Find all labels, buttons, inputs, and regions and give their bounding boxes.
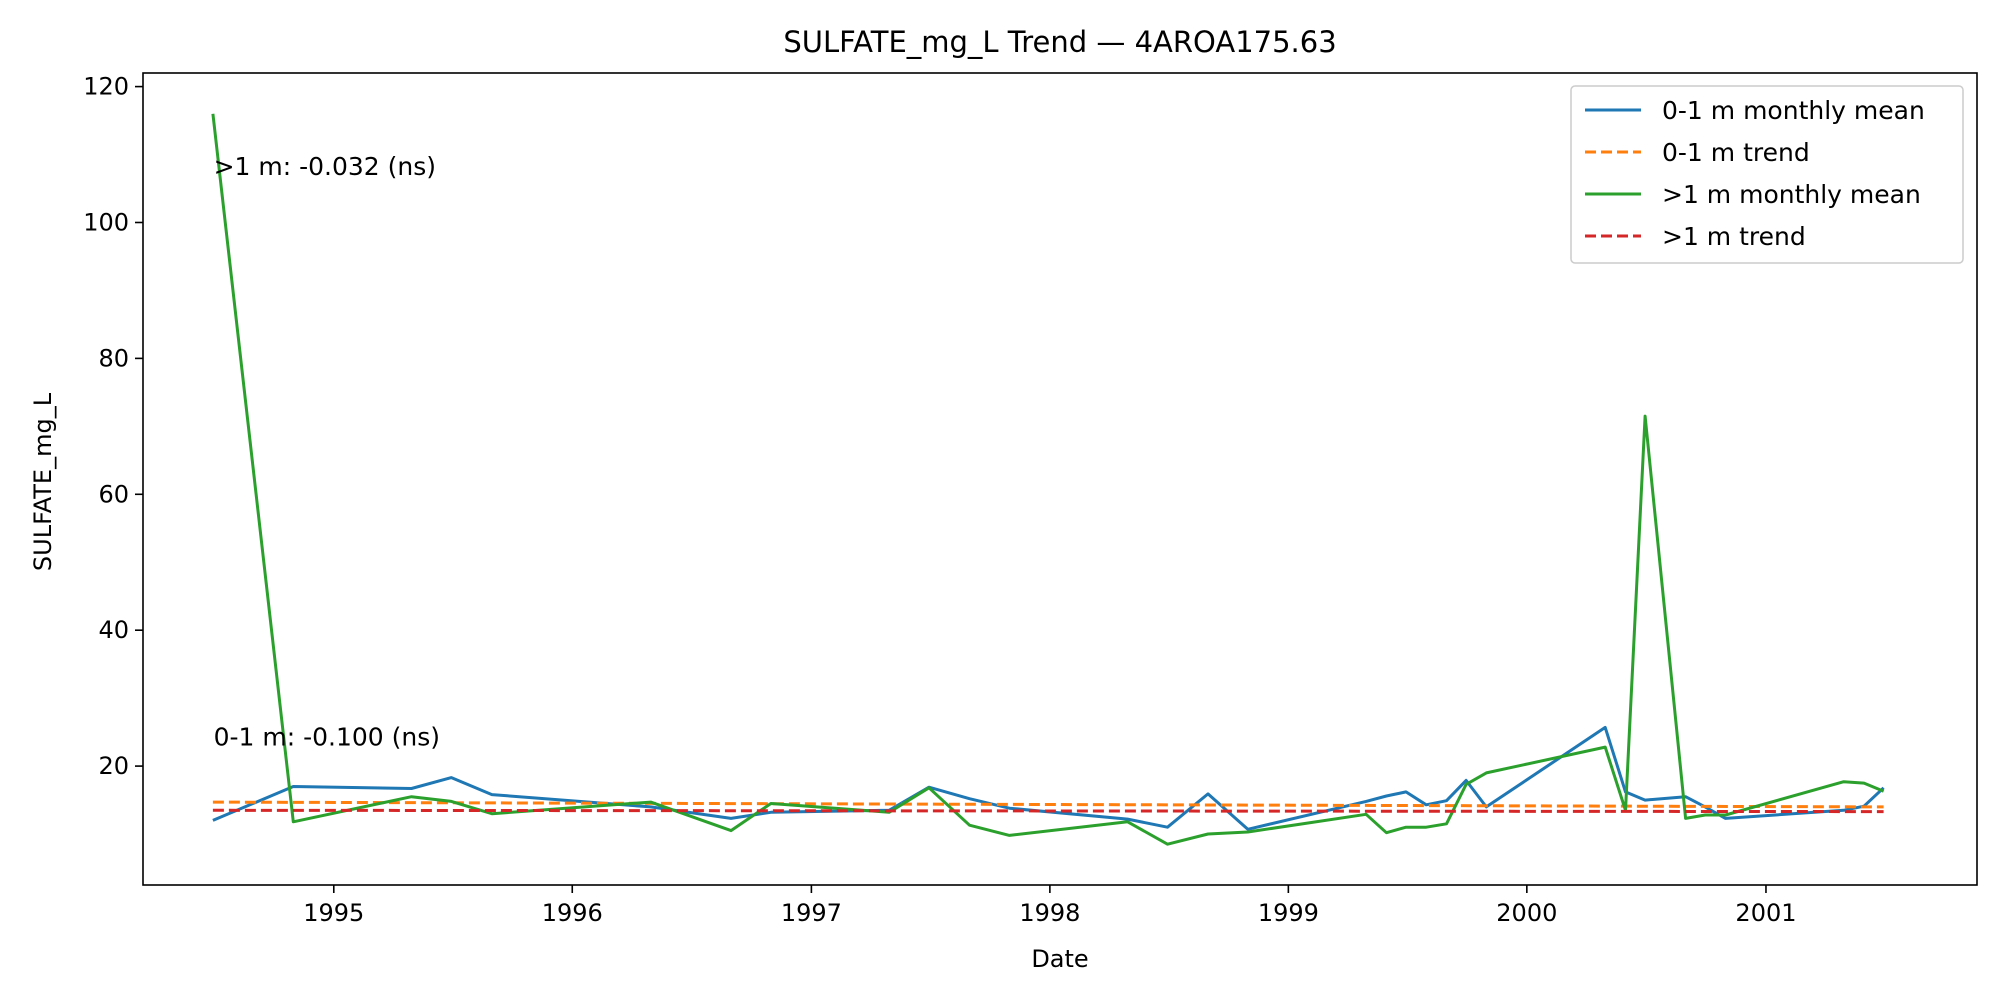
- y-tick-label: 120: [83, 73, 129, 101]
- legend-label: 0-1 m monthly mean: [1662, 96, 1925, 125]
- legend-box: [1570, 85, 1964, 264]
- series-line-0-1-m-monthly-mean: [212, 725, 1885, 831]
- series-line-0-1-m-trend: [212, 800, 1884, 809]
- x-tick-label: 1999: [1258, 899, 1319, 927]
- y-axis-ticks: 20 40 60 80 100 120: [83, 73, 143, 780]
- x-axis-ticks: 1995 1996 1997 1998 1999 2000 2001: [303, 885, 1797, 927]
- y-axis-label: SULFATE_mg_L: [29, 392, 57, 571]
- x-tick-label: 2001: [1735, 899, 1796, 927]
- legend-label: >1 m trend: [1662, 222, 1806, 251]
- x-tick-label: 1997: [781, 899, 842, 927]
- y-tick-label: 100: [83, 208, 129, 236]
- chart-title: SULFATE_mg_L Trend — 4AROA175.63: [783, 25, 1336, 59]
- y-tick-label: 60: [98, 480, 129, 508]
- x-axis-label: Date: [1031, 945, 1088, 973]
- legend-label: >1 m monthly mean: [1662, 180, 1921, 209]
- y-tick-label: 20: [98, 752, 129, 780]
- annotations: >1 m: -0.032 (ns) 0-1 m: -0.100 (ns): [214, 152, 440, 752]
- series-line-1-m-monthly-mean: [211, 113, 1885, 846]
- x-tick-label: 1995: [303, 899, 364, 927]
- series-line-1-m-trend: [212, 808, 1884, 814]
- annotation-text: >1 m: -0.032 (ns): [214, 152, 436, 181]
- legend-label: 0-1 m trend: [1662, 138, 1810, 167]
- axes-frame: [142, 72, 1978, 886]
- x-tick-label: 1996: [542, 899, 603, 927]
- legend: 0-1 m monthly mean 0-1 m trend >1 m monthl…: [1570, 85, 1964, 264]
- x-tick-label: 1998: [1019, 899, 1080, 927]
- x-tick-label: 2000: [1496, 899, 1557, 927]
- annotation-text: 0-1 m: -0.100 (ns): [214, 723, 440, 752]
- plot-area: [211, 113, 1885, 846]
- y-tick-label: 40: [98, 616, 129, 644]
- y-tick-label: 80: [98, 344, 129, 372]
